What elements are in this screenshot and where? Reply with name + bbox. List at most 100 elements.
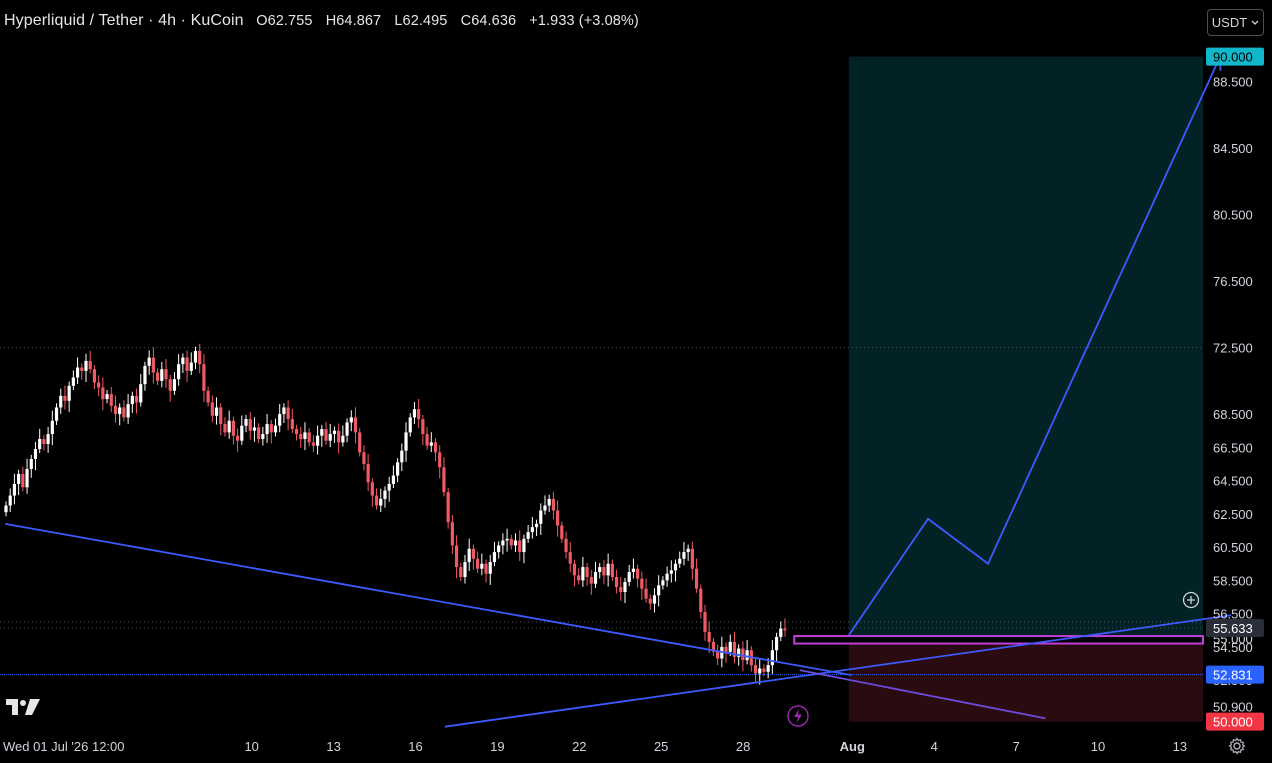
- candle-body: [779, 628, 783, 637]
- candle: [770, 640, 774, 674]
- candle: [732, 631, 737, 664]
- candle: [139, 374, 143, 407]
- symbol-title[interactable]: Hyperliquid / Tether · 4h · KuCoin: [4, 12, 244, 29]
- y-tick-label: 64.500: [1213, 474, 1253, 489]
- candle-body: [84, 360, 88, 371]
- candle-body: [54, 407, 59, 421]
- candle: [189, 352, 193, 376]
- candle: [661, 576, 665, 590]
- candle-body: [572, 563, 577, 576]
- candle: [181, 353, 185, 374]
- candle: [636, 564, 640, 588]
- candle-body: [581, 567, 585, 581]
- candle: [433, 438, 438, 462]
- candle: [210, 395, 214, 423]
- gear-icon[interactable]: [1228, 737, 1246, 755]
- candle: [484, 559, 488, 583]
- candle-body: [766, 665, 770, 672]
- candle: [290, 408, 294, 434]
- candle-body: [505, 538, 509, 541]
- candle-body: [362, 452, 366, 464]
- x-tick-label: 19: [490, 739, 504, 754]
- tradingview-logo-icon[interactable]: [6, 697, 42, 717]
- candle-body: [707, 631, 711, 642]
- candle-body: [177, 364, 181, 380]
- candle: [534, 519, 539, 536]
- candle-body: [235, 435, 240, 441]
- trendline-2: [799, 669, 1046, 720]
- candle: [366, 453, 370, 492]
- candle: [8, 488, 12, 513]
- candle: [4, 501, 8, 517]
- x-tick-label: 7: [1012, 739, 1019, 754]
- candle-body: [476, 558, 480, 569]
- candlestick-series: [4, 343, 787, 685]
- high-value: H64.867: [325, 13, 382, 29]
- candle-body: [728, 641, 732, 652]
- candle: [172, 372, 177, 395]
- candle: [463, 554, 467, 584]
- candle-body: [105, 394, 109, 400]
- candle-body: [324, 429, 328, 441]
- candle-body: [396, 462, 400, 476]
- candle-body: [206, 390, 210, 403]
- candle-body: [602, 567, 606, 576]
- candle-body: [345, 422, 349, 436]
- candle-body: [657, 585, 661, 596]
- candle-body: [480, 563, 484, 569]
- candle-body: [328, 434, 332, 441]
- candle-body: [745, 650, 749, 661]
- candle-body: [585, 567, 589, 578]
- candle: [122, 400, 126, 422]
- candle-body: [113, 405, 118, 415]
- candle: [370, 478, 374, 507]
- x-tick-label: 22: [572, 739, 586, 754]
- candle: [551, 491, 556, 520]
- candle: [286, 400, 290, 431]
- candle-body: [539, 510, 543, 524]
- candle-body: [80, 367, 84, 371]
- plus-circle-icon[interactable]: [1182, 591, 1200, 609]
- candle-body: [303, 432, 307, 440]
- candle: [543, 495, 547, 515]
- candle: [602, 559, 606, 585]
- candle: [644, 578, 648, 603]
- candle: [766, 658, 770, 679]
- entry-zone-box: [793, 635, 1204, 645]
- candle: [412, 401, 417, 424]
- lightning-icon[interactable]: [787, 705, 809, 727]
- candle-body: [353, 417, 358, 433]
- x-tick-label: 25: [654, 739, 668, 754]
- candle-body: [118, 407, 122, 415]
- candle-body: [366, 463, 370, 483]
- candle-body: [67, 385, 71, 401]
- candle-body: [648, 598, 652, 604]
- candle-body: [75, 367, 80, 378]
- candle-body: [547, 498, 551, 506]
- candle-body: [518, 540, 522, 553]
- candle: [164, 359, 168, 388]
- candle-body: [294, 429, 299, 435]
- candle: [429, 432, 433, 453]
- price-label-text: 52.831: [1213, 668, 1253, 683]
- candle-body: [598, 567, 602, 573]
- currency-selector[interactable]: USDT: [1207, 9, 1264, 36]
- candle-body: [214, 407, 219, 416]
- candle: [526, 524, 530, 543]
- candle-body: [488, 562, 492, 574]
- candle-body: [471, 548, 475, 559]
- candle-body: [770, 650, 774, 666]
- candle: [143, 361, 147, 391]
- candle-body: [627, 572, 631, 583]
- candle: [762, 664, 766, 676]
- candle: [577, 568, 581, 585]
- close-value: C64.636: [460, 13, 517, 29]
- candle: [391, 465, 395, 489]
- candle: [560, 521, 564, 543]
- candle: [316, 425, 320, 455]
- candle: [707, 621, 711, 654]
- candle-body: [383, 490, 387, 499]
- candle: [248, 411, 252, 440]
- candle-body: [556, 510, 560, 526]
